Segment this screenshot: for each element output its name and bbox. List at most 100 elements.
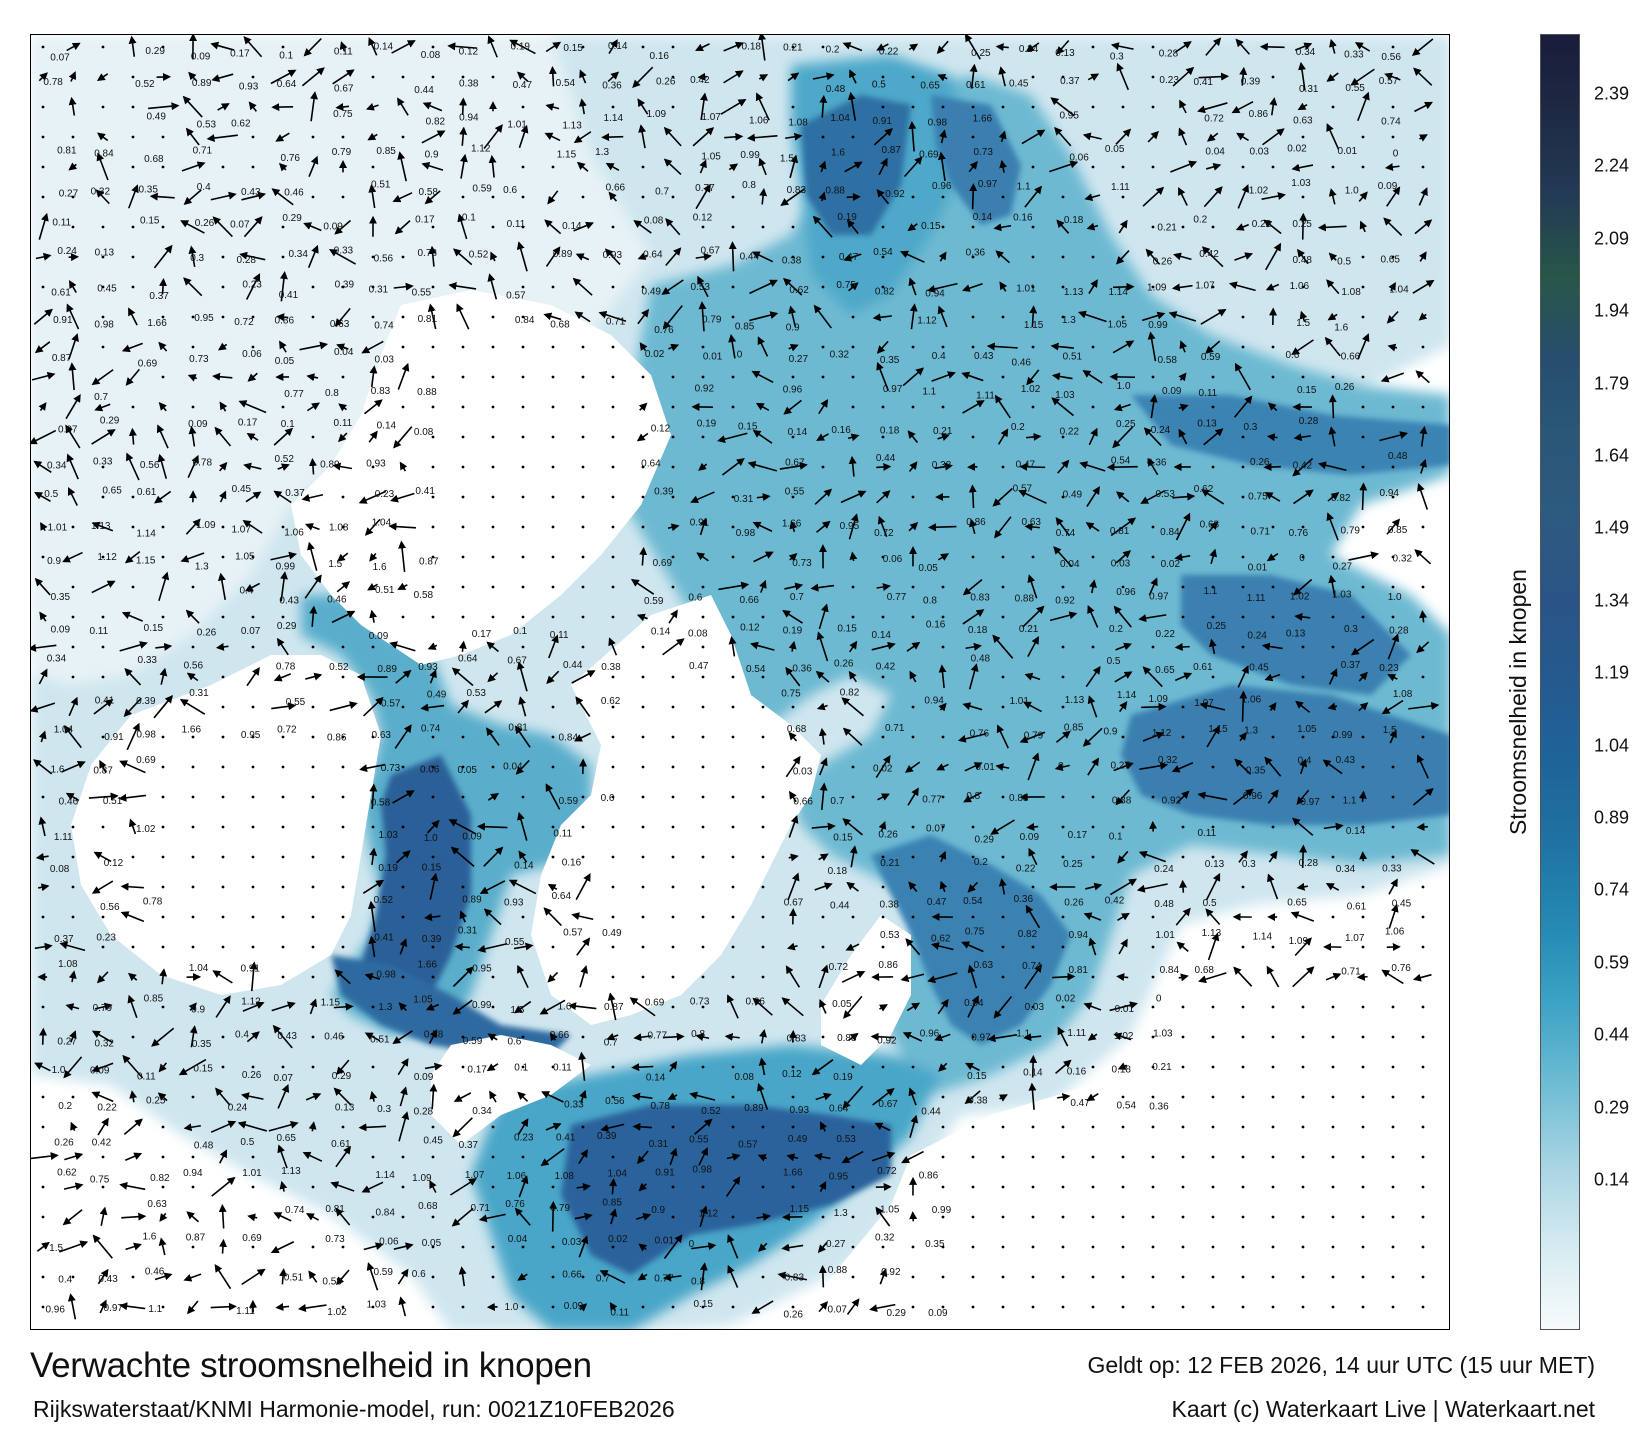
speed-label: 0.88 — [825, 185, 845, 196]
current-arrow — [815, 670, 830, 683]
current-arrow — [1294, 937, 1312, 957]
speed-label: 0.61 — [51, 287, 71, 298]
current-arrow — [91, 880, 114, 894]
vector-dot — [1211, 765, 1215, 769]
speed-label: 0.14 — [973, 212, 993, 223]
current-arrow — [963, 791, 982, 803]
speed-label: 0.98 — [376, 969, 396, 980]
vector-dot — [341, 675, 345, 679]
speed-label: 1.14 — [1253, 932, 1273, 943]
current-arrow — [1088, 427, 1098, 446]
current-arrow — [1322, 759, 1343, 775]
current-arrow — [395, 850, 411, 864]
vector-dot — [251, 735, 255, 739]
current-arrow — [747, 460, 778, 472]
current-arrow — [990, 819, 1015, 835]
current-arrow — [1384, 72, 1401, 81]
current-arrow — [905, 938, 921, 956]
vector-dot — [461, 735, 465, 739]
vector-dot — [491, 585, 495, 589]
current-arrow — [34, 1062, 51, 1072]
current-arrow — [938, 251, 947, 262]
speed-label: 0 — [689, 1239, 695, 1250]
current-arrow — [994, 516, 1012, 539]
vector-dot — [161, 1305, 165, 1309]
vector-dot — [131, 75, 135, 79]
current-arrow — [696, 552, 709, 562]
current-arrow — [995, 43, 1009, 52]
current-arrow — [1049, 160, 1079, 173]
vector-dot — [731, 555, 735, 559]
vector-dot — [1361, 945, 1365, 949]
vector-dot — [1151, 795, 1155, 799]
vector-dot — [221, 255, 225, 259]
vector-dot — [1001, 705, 1005, 709]
speed-label: 0.3 — [1242, 859, 1256, 870]
current-arrow — [453, 248, 473, 266]
vector-dot — [1301, 1005, 1305, 1009]
current-arrow — [818, 727, 827, 745]
current-arrow — [1389, 729, 1397, 744]
speed-label: 0.39 — [1241, 76, 1261, 87]
vector-dot — [551, 765, 555, 769]
current-arrow — [907, 430, 919, 444]
current-arrow — [698, 462, 708, 471]
speed-label: 0.78 — [276, 661, 296, 672]
vector-dot — [701, 915, 705, 919]
current-arrow — [1025, 904, 1041, 929]
vector-dot — [281, 945, 285, 949]
vector-dot — [611, 975, 615, 979]
vector-dot — [671, 765, 675, 769]
current-arrow — [878, 820, 887, 832]
current-arrow — [1262, 128, 1285, 146]
current-arrow — [786, 942, 798, 951]
vector-dot — [551, 735, 555, 739]
current-arrow — [727, 1234, 739, 1259]
vector-dot — [1031, 1005, 1035, 1009]
vector-dot — [251, 1185, 255, 1189]
current-arrow — [926, 282, 958, 293]
vector-dot — [1361, 405, 1365, 409]
vector-dot — [1361, 1275, 1365, 1279]
current-arrow — [508, 879, 537, 895]
current-arrow — [636, 432, 649, 442]
vector-dot — [431, 615, 435, 619]
vector-dot — [491, 405, 495, 409]
current-arrow — [514, 1207, 531, 1226]
current-arrow — [156, 424, 169, 449]
vector-dot — [821, 45, 825, 49]
current-arrow — [518, 124, 529, 148]
speed-label: 0.15 — [833, 832, 853, 843]
vector-dot — [791, 255, 795, 259]
speed-label: 0.93 — [504, 897, 524, 908]
speed-label: 0.5 — [44, 489, 58, 500]
current-arrow — [1115, 250, 1130, 265]
current-arrow — [784, 582, 804, 591]
current-arrow — [211, 73, 234, 82]
speed-label: 1.07 — [1345, 933, 1365, 944]
speed-label: 0.97 — [104, 1303, 124, 1314]
current-arrow — [1297, 248, 1309, 265]
vector-dot — [1301, 1065, 1305, 1069]
vector-dot — [1091, 1125, 1095, 1129]
current-arrow — [1087, 605, 1099, 628]
vector-dot — [371, 735, 375, 739]
speed-label: 0.23 — [514, 1132, 534, 1143]
vector-dot — [191, 795, 195, 799]
vector-dot — [551, 855, 555, 859]
current-arrow — [398, 1111, 410, 1142]
current-arrow — [91, 580, 116, 594]
current-arrow — [308, 1270, 318, 1283]
current-arrow — [544, 219, 562, 235]
speed-label: 0.29 — [145, 46, 165, 57]
current-arrow — [1018, 489, 1047, 504]
current-arrow — [723, 70, 744, 84]
vector-dot — [611, 375, 615, 379]
current-arrow — [1291, 817, 1314, 836]
speed-label: 0.78 — [417, 248, 437, 259]
current-arrow — [516, 661, 528, 692]
vector-dot — [191, 885, 195, 889]
speed-label: 0.92 — [877, 1035, 897, 1046]
vector-dot — [611, 105, 615, 109]
vector-dot — [431, 735, 435, 739]
